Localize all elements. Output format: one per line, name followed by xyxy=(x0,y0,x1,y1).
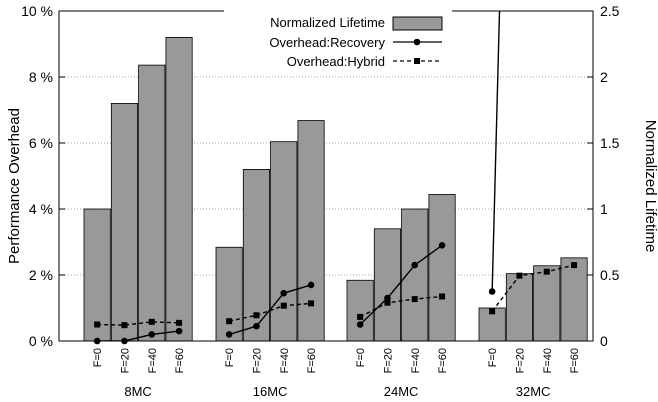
y-axis-title: Performance Overhead xyxy=(6,108,23,264)
x-group-label: 24MC xyxy=(384,384,419,399)
marker-hybrid xyxy=(226,318,233,325)
marker-hybrid xyxy=(280,302,287,309)
legend-swatch-lifetime xyxy=(392,16,443,31)
bar-lifetime xyxy=(297,120,325,342)
bar-lifetime xyxy=(215,246,243,342)
marker-recovery xyxy=(280,289,288,297)
marker-hybrid xyxy=(148,318,155,325)
marker-recovery xyxy=(148,331,156,338)
marker-recovery xyxy=(253,322,260,330)
bar-lifetime xyxy=(270,141,298,342)
bar-lifetime xyxy=(83,208,111,342)
marker-hybrid xyxy=(489,308,496,315)
y-tick-label: 6 % xyxy=(29,135,53,151)
legend-label-hybrid: Overhead:Hybrid xyxy=(287,54,385,69)
line-recovery xyxy=(97,330,180,341)
line-recovery xyxy=(359,244,443,326)
marker-recovery xyxy=(411,261,419,269)
x-subcategory-label: F=20 xyxy=(382,348,394,373)
bar-lifetime xyxy=(505,273,533,342)
bar-lifetime xyxy=(110,103,139,342)
legend: Normalized Lifetime Overhead:Recovery Ov… xyxy=(224,10,452,72)
x-subcategory-label: F=0 xyxy=(355,348,367,367)
line-hybrid xyxy=(229,302,312,322)
marker-recovery xyxy=(175,327,183,335)
marker-hybrid xyxy=(439,293,446,300)
bar-lifetime xyxy=(346,279,374,342)
bars-layer xyxy=(83,37,588,342)
x-subcategory-label: F=0 xyxy=(487,348,499,367)
y2-tick-label: 2 xyxy=(600,69,608,85)
marker-recovery xyxy=(438,242,446,249)
marker-hybrid xyxy=(411,296,418,303)
marker-recovery xyxy=(356,321,364,328)
y2-axis-title: Normalized Lifetime xyxy=(642,120,658,253)
y2-tick-label: 0 xyxy=(600,333,608,349)
y-tick-label: 4 % xyxy=(29,201,53,217)
x-subcategory-label: F=0 xyxy=(92,348,104,367)
x-group-label: 16MC xyxy=(253,384,288,399)
marker-hybrid xyxy=(253,312,260,319)
x-subcategory-label: F=40 xyxy=(147,348,159,373)
x-subcategory-label: F=40 xyxy=(410,348,422,373)
x-subcategory-label: F=60 xyxy=(174,348,186,373)
x-group-label: 8MC xyxy=(124,384,151,399)
y2-tick-label: 2.5 xyxy=(600,3,620,19)
x-subcategory-label: F=40 xyxy=(542,348,554,373)
y-tick-label: 10 % xyxy=(21,3,53,19)
marker-hybrid xyxy=(384,299,391,306)
line-hybrid xyxy=(359,295,443,318)
line-recovery xyxy=(491,11,501,292)
x-subcategory-label: F=60 xyxy=(569,348,581,373)
x-subcategory-label: F=40 xyxy=(279,348,291,373)
line-hybrid xyxy=(491,264,575,312)
bar-lifetime xyxy=(165,37,193,342)
bar-lifetime xyxy=(373,228,401,342)
x-group-label: 32MC xyxy=(516,384,551,399)
marker-hybrid xyxy=(543,268,550,275)
marker-hybrid xyxy=(94,321,101,328)
bar-lifetime xyxy=(138,64,166,342)
x-subcategory-label: F=20 xyxy=(119,348,131,373)
bar-lifetime xyxy=(428,194,456,342)
legend-marker-hybrid xyxy=(414,58,420,64)
left-axis-ticks: 0 % 2 % 4 % 6 % 8 % 10 % xyxy=(21,3,65,349)
bar-lifetime xyxy=(401,208,429,342)
marker-recovery xyxy=(307,281,315,289)
x-subcategory-label: F=0 xyxy=(224,348,236,367)
marker-hybrid xyxy=(571,262,578,269)
category-labels: F=0 F=0 F=0 F=0 F=20 F=20 F=20 F=20 F=40 F=40 F=40… xyxy=(92,348,581,399)
bar-lifetime xyxy=(533,265,561,342)
gridlines xyxy=(59,76,593,276)
y-tick-label: 0 % xyxy=(29,333,53,349)
line-recovery xyxy=(228,284,312,336)
x-subcategory-label: F=60 xyxy=(306,348,318,373)
y-tick-label: 2 % xyxy=(29,267,53,283)
y2-tick-label: 1.5 xyxy=(600,135,620,151)
x-subcategory-label: F=20 xyxy=(514,348,526,373)
marker-recovery xyxy=(225,331,233,338)
marker-hybrid xyxy=(516,272,523,279)
legend-label-recovery: Overhead:Recovery xyxy=(269,35,385,50)
legend-label-lifetime: Normalized Lifetime xyxy=(270,15,385,30)
y-tick-label: 8 % xyxy=(29,69,53,85)
marker-recovery xyxy=(488,288,496,295)
legend-marker-recovery xyxy=(413,38,421,46)
right-axis-ticks: 0 0.5 1 1.5 2 2.5 xyxy=(587,3,620,349)
y2-tick-label: 0.5 xyxy=(600,267,620,283)
marker-hybrid xyxy=(121,322,128,329)
marker-hybrid xyxy=(176,319,183,326)
y2-tick-label: 1 xyxy=(600,201,608,217)
marker-hybrid xyxy=(308,300,315,307)
x-subcategory-label: F=20 xyxy=(251,348,263,373)
marker-hybrid xyxy=(357,313,364,320)
x-subcategory-label: F=60 xyxy=(437,348,449,373)
bar-lifetime xyxy=(560,257,588,342)
